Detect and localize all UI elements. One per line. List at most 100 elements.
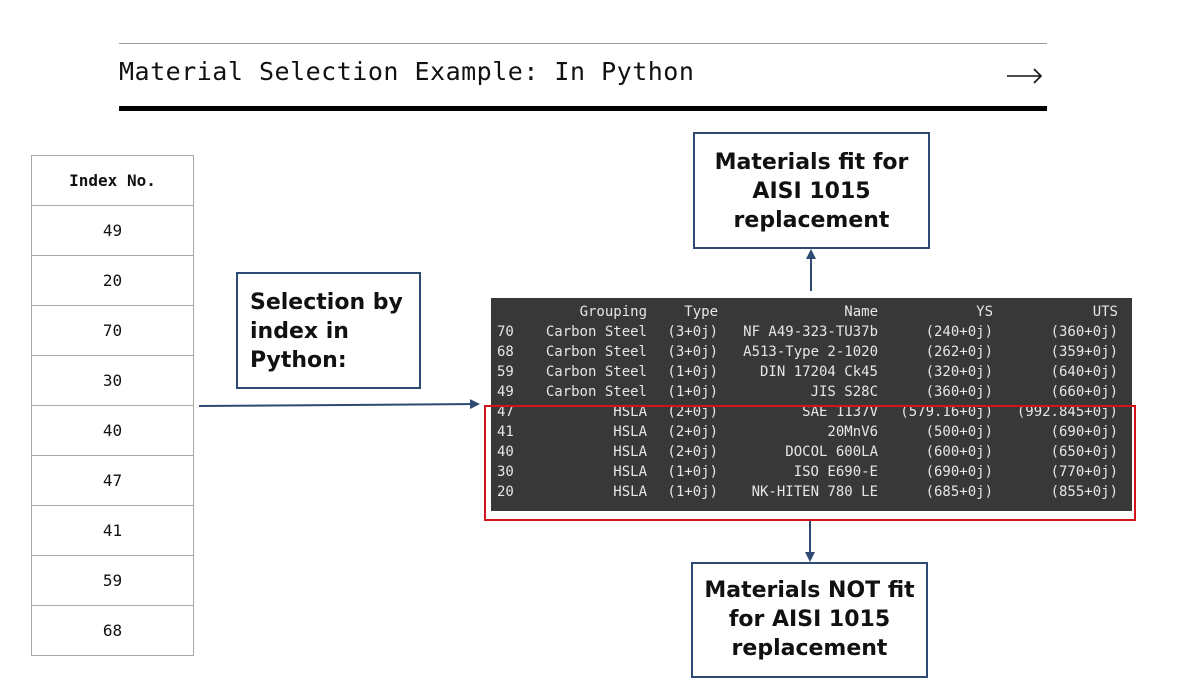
not-fit-callout: Materials NOT fit for AISI 1015 replacem… (691, 562, 928, 678)
index-cell: 47 (31, 455, 194, 506)
fit-callout: Materials fit for AISI 1015 replacement (693, 132, 930, 249)
index-table-header: Index No. (31, 155, 194, 206)
dataframe-cell: (360+0j) (925, 384, 993, 400)
dataframe-cell: HSLA (613, 444, 647, 460)
dataframe-column-header: YS (976, 304, 993, 320)
dataframe-column-header: Type (684, 304, 718, 320)
dataframe-cell: (685+0j) (925, 484, 993, 500)
dataframe-cell: 20MnV6 (827, 424, 878, 440)
callout-line: index in (250, 319, 349, 344)
dataframe-cell: JIS S28C (810, 384, 878, 400)
index-row: 40 (31, 405, 194, 456)
dataframe-cell: (500+0j) (925, 424, 993, 440)
dataframe-row: 49 Carbon Steel (1+0j) JIS S28C (360+0j) (660… (495, 382, 1118, 402)
index-cell: 40 (31, 405, 194, 456)
index-row: 49 (31, 205, 194, 256)
dataframe-column-header: Grouping (579, 304, 647, 320)
dataframe-cell: (360+0j) (1050, 324, 1118, 340)
index-table: Index No. 49 20 70 30 40 47 41 59 68 (31, 155, 194, 656)
dataframe-cell: (320+0j) (925, 364, 993, 380)
dataframe-cell: (2+0j) (667, 424, 718, 440)
dataframe-cell: SAE 1137V (802, 404, 878, 420)
dataframe-cell: (770+0j) (1050, 464, 1118, 480)
dataframe-cell: 40 (497, 444, 514, 460)
dataframe-cell: 59 (497, 364, 514, 380)
callout-line: replacement (733, 208, 890, 233)
dataframe-cell: DOCOL 600LA (785, 444, 878, 460)
index-cell: 70 (31, 305, 194, 356)
dataframe-row: 40 HSLA (2+0j) DOCOL 600LA (600+0j) (650+0j) (495, 442, 1118, 462)
dataframe-cell: HSLA (613, 404, 647, 420)
dataframe-cell: (640+0j) (1050, 364, 1118, 380)
callout-line: replacement (731, 636, 888, 661)
dataframe-cell: HSLA (613, 464, 647, 480)
callout-line: Python: (250, 348, 347, 373)
dataframe-cell: NF A49-323-TU37b (743, 324, 878, 340)
dataframe-row: 68 Carbon Steel (3+0j) A513-Type 2-1020 (262… (495, 342, 1118, 362)
callout-line: Materials fit for (714, 150, 909, 175)
dataframe-cell: (1+0j) (667, 384, 718, 400)
python-dataframe-output: Grouping Type Name YS UTS 70 Carbon Steel (3+0… (491, 298, 1132, 511)
dataframe-cell: 68 (497, 344, 514, 360)
dataframe-cell: Carbon Steel (545, 324, 647, 340)
dataframe-cell: (1+0j) (667, 364, 718, 380)
dataframe-cell: (855+0j) (1050, 484, 1118, 500)
dataframe-cell: HSLA (613, 424, 647, 440)
index-row: 41 (31, 505, 194, 556)
selection-arrow (198, 399, 480, 410)
dataframe-cell: 47 (497, 404, 514, 420)
dataframe-cell: (650+0j) (1050, 444, 1118, 460)
dataframe-column-header: UTS (1092, 304, 1118, 320)
dataframe-column-header: Name (844, 304, 878, 320)
dataframe-cell: (1+0j) (667, 464, 718, 480)
dataframe-cell: (359+0j) (1050, 344, 1118, 360)
selection-callout: Selection by index in Python: (236, 272, 421, 389)
dataframe-cell: (262+0j) (925, 344, 993, 360)
index-cell: 30 (31, 355, 194, 406)
index-cell: 41 (31, 505, 194, 556)
dataframe-cell: (240+0j) (925, 324, 993, 340)
dataframe-row: 59 Carbon Steel (1+0j) DIN 17204 Ck45 (320+0… (495, 362, 1118, 382)
dataframe-row: 47 HSLA (2+0j) SAE 1137V (579.16+0j) (992.845… (495, 402, 1118, 422)
dataframe-cell: A513-Type 2-1020 (743, 344, 878, 360)
dataframe-cell: HSLA (613, 484, 647, 500)
dataframe-row: 70 Carbon Steel (3+0j) NF A49-323-TU37b (240… (495, 322, 1118, 342)
dataframe-cell: (2+0j) (667, 444, 718, 460)
dataframe-cell: 41 (497, 424, 514, 440)
dataframe-cell: (3+0j) (667, 344, 718, 360)
dataframe-row: 20 HSLA (1+0j) NK-HITEN 780 LE (685+0j) (855+… (495, 482, 1118, 502)
dataframe-cell: (579.16+0j) (900, 404, 993, 420)
dataframe-column-header (495, 302, 535, 322)
callout-line: Materials NOT fit (704, 578, 915, 603)
dataframe-row: 41 HSLA (2+0j) 20MnV6 (500+0j) (690+0j) (495, 422, 1118, 442)
dataframe-cell: 20 (497, 484, 514, 500)
dataframe-row: 30 HSLA (1+0j) ISO E690-E (690+0j) (770+0j) (495, 462, 1118, 482)
dataframe-cell: (690+0j) (925, 464, 993, 480)
dataframe-cell: (3+0j) (667, 324, 718, 340)
callout-line: for AISI 1015 (728, 607, 891, 632)
index-row: 68 (31, 605, 194, 656)
callout-line: Selection by (250, 290, 403, 315)
dataframe-cell: NK-HITEN 780 LE (751, 484, 878, 500)
index-cell: 59 (31, 555, 194, 606)
dataframe-cell: 49 (497, 384, 514, 400)
index-row: 20 (31, 255, 194, 306)
not-fit-highlight-box (484, 405, 1136, 521)
index-row: 47 (31, 455, 194, 506)
dataframe-table: Grouping Type Name YS UTS 70 Carbon Steel (3+0… (495, 302, 1118, 502)
dataframe-cell: Carbon Steel (545, 344, 647, 360)
callout-line: AISI 1015 (752, 179, 871, 204)
dataframe-cell: (1+0j) (667, 484, 718, 500)
index-cell: 49 (31, 205, 194, 256)
index-row: 70 (31, 305, 194, 356)
long-right-arrow-icon[interactable] (1005, 54, 1045, 94)
dataframe-cell: (660+0j) (1050, 384, 1118, 400)
dataframe-cell: (992.845+0j) (1016, 404, 1118, 420)
index-row: 30 (31, 355, 194, 406)
dataframe-cell: (600+0j) (925, 444, 993, 460)
header-bottom-rule (119, 106, 1047, 111)
index-row: 59 (31, 555, 194, 606)
index-cell: 68 (31, 605, 194, 656)
index-cell: 20 (31, 255, 194, 306)
dataframe-cell: 30 (497, 464, 514, 480)
